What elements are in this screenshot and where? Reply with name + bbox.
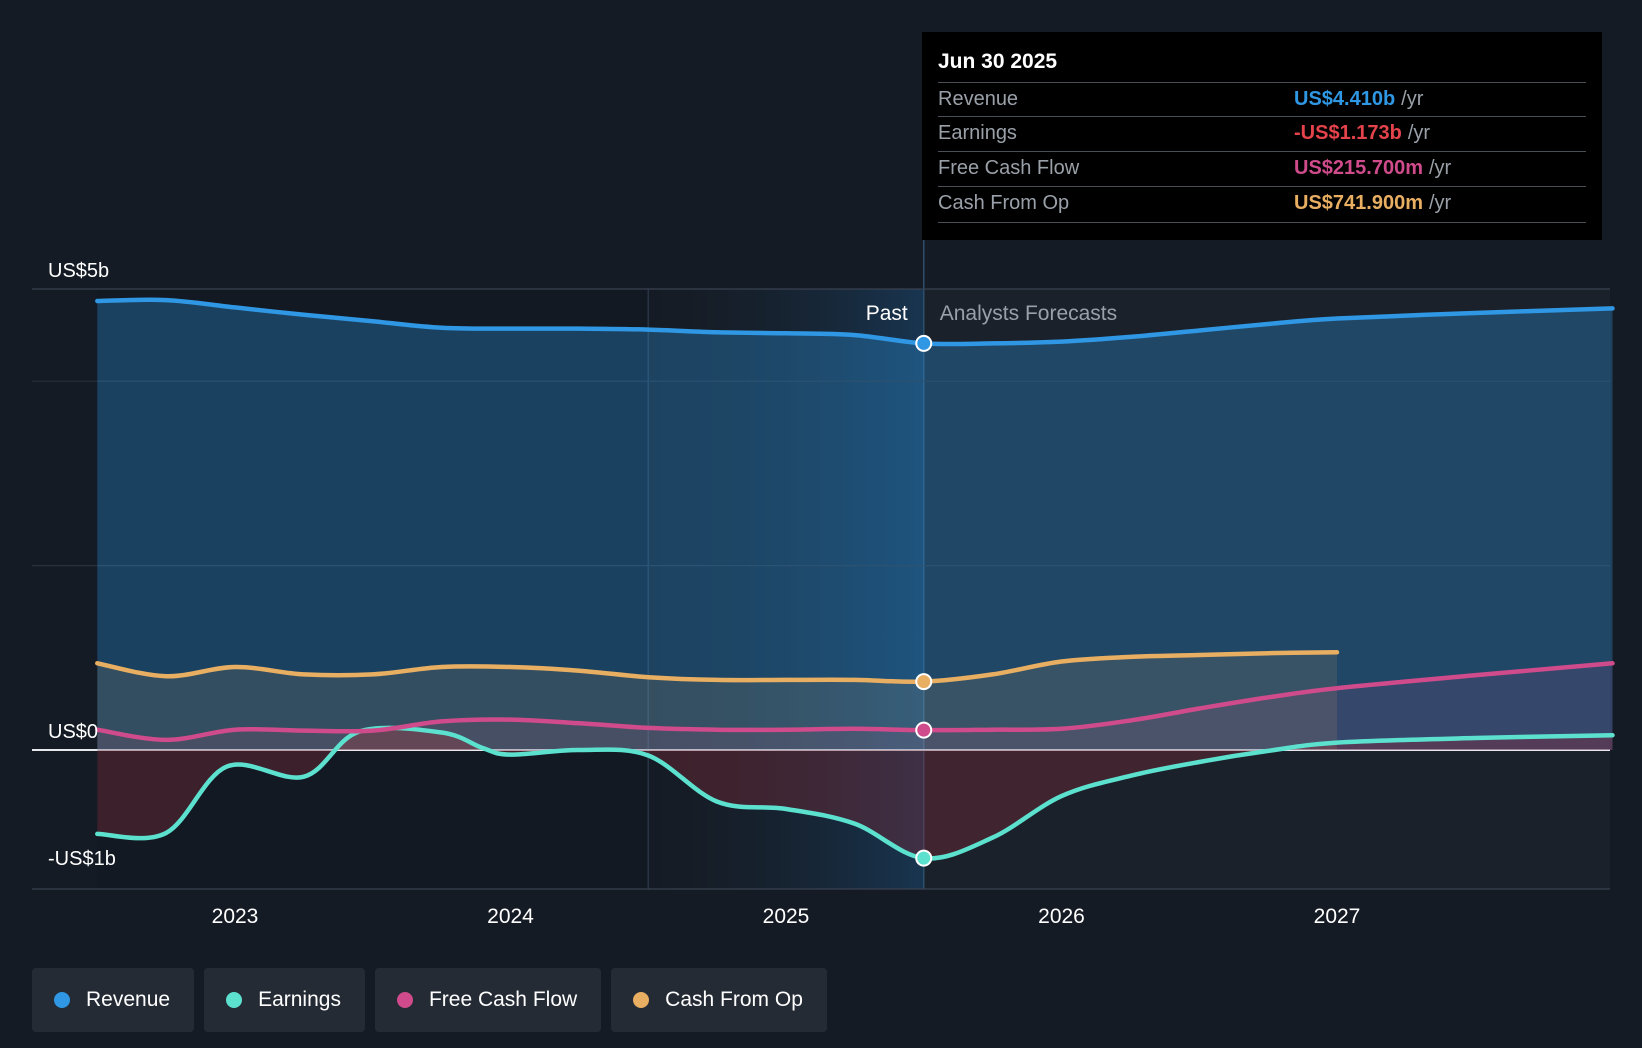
past-label: Past [866, 302, 908, 325]
legend-label: Earnings [258, 988, 341, 1011]
tooltip-cfo-value: US$741.900m/yr [1294, 192, 1452, 214]
tooltip-row-earnings: Earnings -US$1.173b/yr [938, 116, 1586, 152]
marker-earnings [915, 849, 933, 867]
tooltip: Jun 30 2025 Revenue US$4.410b/yr Earning… [922, 32, 1602, 240]
area-earnings [97, 727, 1613, 859]
tooltip-fcf-value: US$215.700m/yr [1294, 157, 1452, 179]
legend-dot-icon [54, 992, 70, 1008]
marker-revenue [915, 334, 933, 352]
legend-label: Revenue [86, 988, 171, 1011]
x-tick-label: 2023 [212, 905, 259, 928]
y-axis-label: -US$1b [48, 848, 116, 870]
area-revenue [97, 299, 1613, 750]
tooltip-row-label: Cash From Op [938, 192, 1070, 214]
x-tick-label: 2025 [763, 905, 810, 928]
tooltip-row-fcf: Free Cash Flow US$215.700m/yr [938, 151, 1586, 187]
tooltip-row-label: Free Cash Flow [938, 157, 1080, 179]
marker-cash-from-op [915, 673, 933, 691]
y-axis-label: US$5b [48, 260, 109, 282]
area-free-cash-flow [97, 663, 1613, 750]
tooltip-row-revenue: Revenue US$4.410b/yr [938, 82, 1586, 118]
tooltip-earnings-value: -US$1.173b/yr [1294, 122, 1431, 144]
marker-free-cash-flow [915, 721, 933, 739]
tooltip-row-label: Earnings [938, 122, 1017, 144]
legend-label: Cash From Op [665, 988, 803, 1011]
past-band-dark [97, 289, 649, 889]
tooltip-divider [938, 222, 1586, 223]
forecast-label: Analysts Forecasts [940, 302, 1117, 325]
tooltip-row-label: Revenue [938, 88, 1019, 110]
legend-dot-icon [633, 992, 650, 1008]
tooltip-revenue-value: US$4.410b/yr [1294, 88, 1424, 110]
forecast-band [923, 289, 1610, 889]
y-axis-label: US$0 [48, 721, 98, 743]
legend-item-earnings[interactable]: Earnings [204, 968, 365, 1032]
legend-item-revenue[interactable]: Revenue [32, 968, 195, 1032]
legend-dot-icon [396, 992, 413, 1008]
line-free-cash-flow [95, 661, 1615, 743]
x-tick-label: 2024 [487, 905, 534, 928]
legend-item-cash-from-op[interactable]: Cash From Op [611, 968, 827, 1032]
legend-item-free-cash-flow[interactable]: Free Cash Flow [374, 968, 602, 1032]
legend: Revenue Earnings Free Cash Flow Cash Fro… [32, 968, 827, 1032]
x-tick-label: 2027 [1314, 905, 1361, 928]
line-earnings [95, 725, 1615, 861]
tooltip-row-cfo: Cash From Op US$741.900m/yr [938, 186, 1586, 222]
legend-label: Free Cash Flow [428, 988, 578, 1011]
line-cash-from-op [95, 650, 1340, 685]
legend-dot-icon [226, 992, 243, 1008]
x-tick-label: 2026 [1038, 905, 1085, 928]
line-revenue [95, 297, 1615, 347]
tooltip-date: Jun 30 2025 [938, 50, 1058, 73]
